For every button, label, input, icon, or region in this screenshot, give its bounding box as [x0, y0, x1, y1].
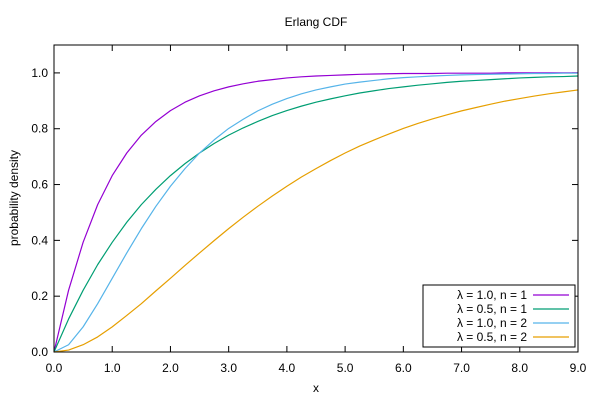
legend: λ = 1.0, n = 1λ = 0.5, n = 1λ = 1.0, n =… [422, 284, 576, 348]
series-line-3 [53, 72, 578, 353]
x-tick-label: 8.0 [511, 361, 528, 375]
series-line-4 [53, 89, 579, 353]
legend-label: λ = 1.0, n = 2 [457, 316, 527, 330]
x-tick-label: 7.0 [453, 361, 470, 375]
series-layer [53, 72, 579, 353]
plot-frame [53, 44, 579, 353]
x-tick-label: 4.0 [279, 361, 296, 375]
x-tick-label: 5.0 [337, 361, 354, 375]
y-axis-ticks: 0.0 0.2 0.4 0.6 0.8 1.0 [31, 66, 578, 359]
y-axis-label: probability density [7, 150, 21, 246]
legend-label: λ = 0.5, n = 2 [457, 330, 527, 344]
y-tick-label: 0.8 [31, 122, 48, 136]
y-tick-label: 0.2 [31, 289, 48, 303]
y-tick-label: 0.6 [31, 178, 48, 192]
x-tick-label: 9.0 [570, 361, 587, 375]
x-tick-label: 6.0 [395, 361, 412, 375]
series-line-1 [53, 72, 578, 353]
y-tick-label: 1.0 [31, 66, 48, 80]
y-tick-label: 0.0 [31, 345, 48, 359]
legend-label: λ = 1.0, n = 1 [457, 288, 527, 302]
chart-title: Erlang CDF [285, 15, 348, 29]
x-tick-label: 0.0 [46, 361, 63, 375]
x-axis-label: x [313, 381, 319, 395]
x-tick-label: 3.0 [220, 361, 237, 375]
x-tick-label: 1.0 [104, 361, 121, 375]
x-tick-label: 2.0 [162, 361, 179, 375]
y-tick-label: 0.4 [31, 233, 48, 247]
series-line-2 [53, 75, 579, 353]
legend-label: λ = 0.5, n = 1 [457, 302, 527, 316]
